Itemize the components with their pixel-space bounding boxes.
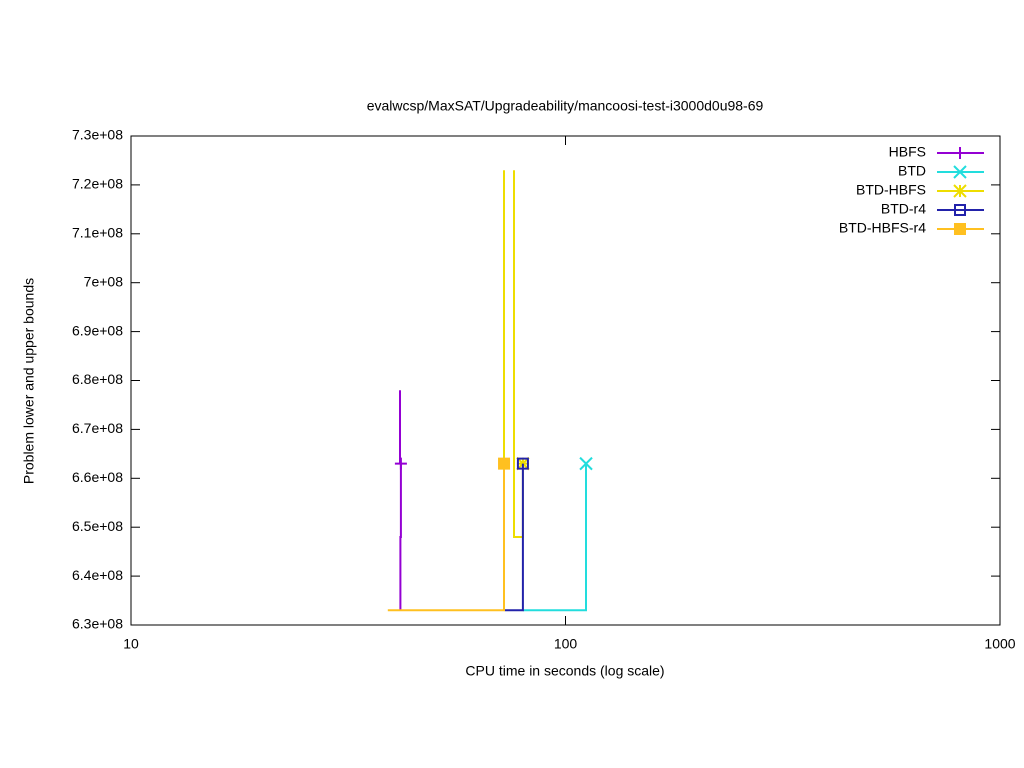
y-tick-label: 6.6e+08: [72, 469, 123, 485]
legend-marker: [954, 223, 966, 235]
legend-label: HBFS: [889, 144, 926, 160]
y-tick-label: 6.8e+08: [72, 371, 123, 387]
y-tick-label: 6.4e+08: [72, 567, 123, 583]
legend-label: BTD: [898, 163, 926, 179]
x-tick-label: 10: [123, 636, 139, 652]
legend-label: BTD-HBFS: [856, 182, 926, 198]
series-line: [504, 463, 524, 612]
series-line: [522, 463, 587, 612]
legend-marker: [953, 165, 967, 179]
x-axis-label: CPU time in seconds (log scale): [465, 663, 664, 679]
x-tick-label: 1000: [984, 636, 1015, 652]
plot-frame: [130, 135, 1001, 626]
y-tick-label: 7e+08: [84, 273, 124, 289]
y-tick-label: 6.9e+08: [72, 322, 123, 338]
y-tick-label: 7.2e+08: [72, 176, 123, 192]
y-tick-label: 6.5e+08: [72, 518, 123, 534]
y-tick-label: 7.1e+08: [72, 225, 123, 241]
series-line: [399, 390, 402, 611]
legend-marker: [954, 147, 966, 159]
data-point: [516, 457, 529, 470]
legend-label: BTD-HBFS-r4: [839, 220, 926, 236]
legend-marker: [953, 184, 967, 198]
y-tick-label: 7.3e+08: [72, 127, 123, 143]
y-axis-label: Problem lower and upper bounds: [21, 278, 37, 484]
series-line: [387, 463, 505, 612]
y-tick-label: 6.3e+08: [72, 616, 123, 632]
data-point: [394, 457, 407, 470]
legend-marker: [954, 204, 966, 216]
legend-label: BTD-r4: [881, 201, 926, 217]
chart-title: evalwcsp/MaxSAT/Upgradeability/mancoosi-…: [367, 98, 764, 114]
series-line: [503, 170, 524, 611]
y-tick-label: 6.7e+08: [72, 420, 123, 436]
data-point: [498, 457, 511, 470]
x-tick-label: 100: [554, 636, 578, 652]
data-point: [579, 456, 593, 471]
